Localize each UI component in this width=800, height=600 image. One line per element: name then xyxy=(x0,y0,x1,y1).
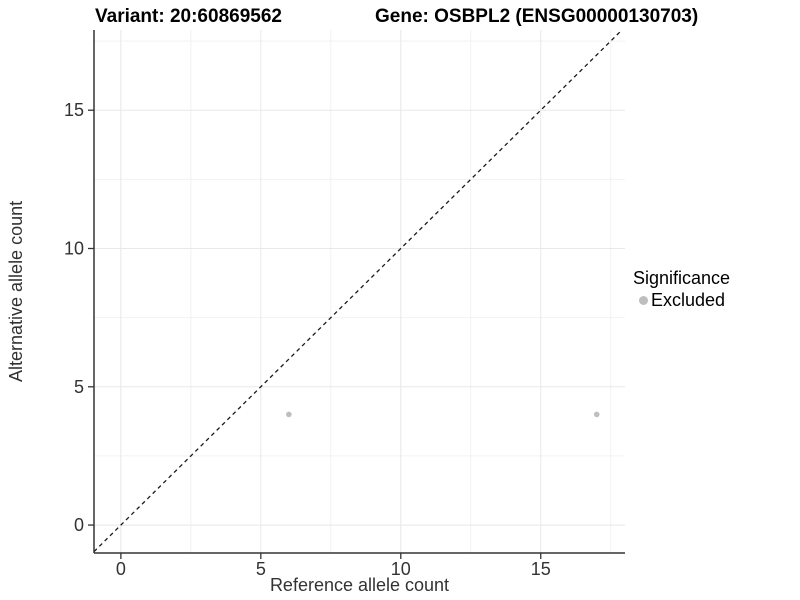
x-tick-label: 5 xyxy=(256,559,266,579)
data-point xyxy=(593,411,600,418)
y-tick-label: 15 xyxy=(64,100,84,120)
x-tick-label: 10 xyxy=(391,559,411,579)
legend: Significance Excluded xyxy=(633,268,730,310)
x-tick-label: 0 xyxy=(116,559,126,579)
identity-line xyxy=(93,29,623,553)
legend-item-excluded: Excluded xyxy=(633,290,730,310)
y-tick-label: 10 xyxy=(64,238,84,258)
plot-title-gene: Gene: OSBPL2 (ENSG00000130703) xyxy=(375,6,699,27)
legend-item-label: Excluded xyxy=(651,289,726,310)
data-point xyxy=(286,411,292,418)
y-tick-label: 5 xyxy=(74,377,84,397)
y-axis-title: Alternative allele count xyxy=(6,200,26,383)
x-tick-label: 15 xyxy=(531,559,551,579)
legend-title: Significance xyxy=(633,268,731,288)
x-axis-title: Reference allele count xyxy=(269,575,450,595)
legend-point-icon xyxy=(639,295,648,305)
y-tick-label: 0 xyxy=(74,515,84,535)
plot-title-variant: Variant: 20:60869562 xyxy=(95,6,282,27)
